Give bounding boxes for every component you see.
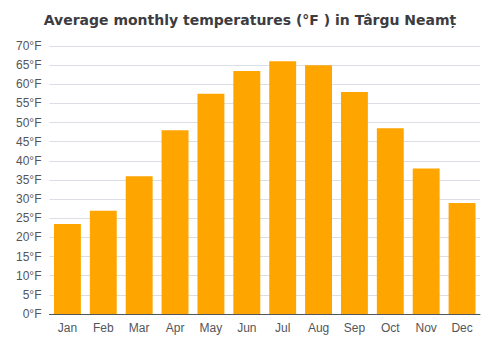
svg-text:70°F: 70°F (16, 39, 41, 53)
svg-text:25°F: 25°F (16, 211, 41, 225)
svg-text:10°F: 10°F (16, 269, 41, 283)
svg-text:60°F: 60°F (16, 77, 41, 91)
svg-text:Sep: Sep (344, 321, 366, 335)
svg-text:30°F: 30°F (16, 192, 41, 206)
svg-text:55°F: 55°F (16, 96, 41, 110)
svg-text:50°F: 50°F (16, 116, 41, 130)
svg-text:35°F: 35°F (16, 173, 41, 187)
svg-text:40°F: 40°F (16, 154, 41, 168)
svg-text:Dec: Dec (451, 321, 472, 335)
svg-text:Jan: Jan (58, 321, 77, 335)
svg-text:Average monthly temperatures (: Average monthly temperatures (°F ) in Tâ… (44, 12, 457, 29)
svg-text:45°F: 45°F (16, 135, 41, 149)
svg-text:Apr: Apr (166, 321, 185, 335)
svg-text:Jun: Jun (237, 321, 256, 335)
svg-text:Mar: Mar (129, 321, 150, 335)
svg-text:Jul: Jul (275, 321, 290, 335)
svg-text:Aug: Aug (308, 321, 329, 335)
svg-text:15°F: 15°F (16, 250, 41, 264)
svg-text:65°F: 65°F (16, 58, 41, 72)
svg-text:20°F: 20°F (16, 230, 41, 244)
svg-text:Feb: Feb (93, 321, 114, 335)
svg-text:0°F: 0°F (23, 307, 42, 321)
svg-text:Oct: Oct (381, 321, 400, 335)
svg-text:May: May (200, 321, 223, 335)
svg-text:5°F: 5°F (23, 288, 42, 302)
svg-text:Nov: Nov (416, 321, 437, 335)
